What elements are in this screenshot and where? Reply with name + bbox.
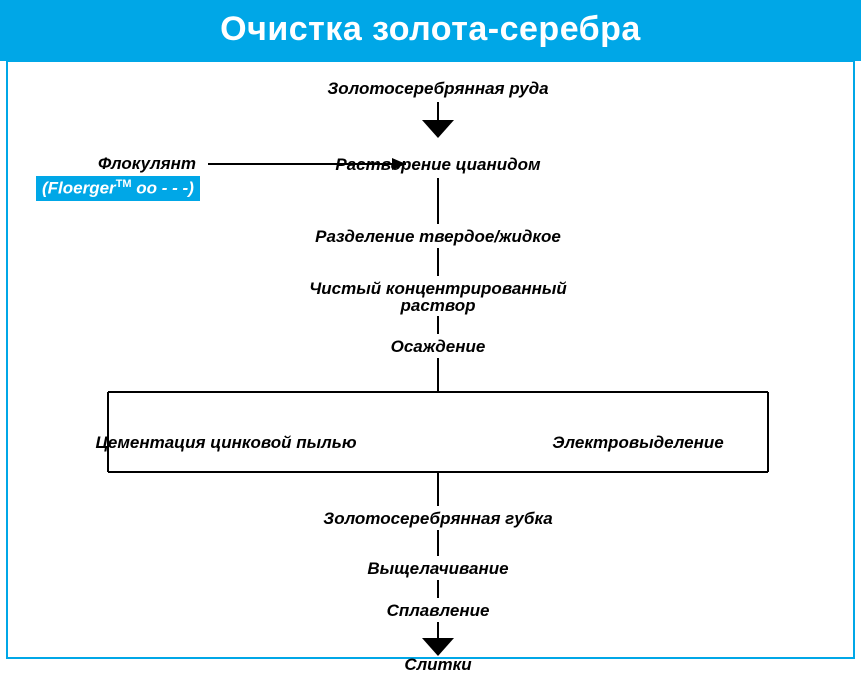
root: Очистка золота-серебра Золотосеребрянная…	[0, 0, 861, 665]
node-electro: Электровыделение	[552, 434, 723, 452]
node-solution-l2: раствор	[400, 297, 475, 315]
diagram-area: Золотосеребрянная руда Растворение циани…	[6, 60, 855, 659]
node-cement: Цементация цинковой пылью	[95, 434, 356, 452]
node-leach: Выщелачивание	[367, 560, 508, 578]
brand-post: оо - - -)	[132, 179, 194, 198]
brand-tm: TM	[116, 178, 132, 190]
node-ore: Золотосеребрянная руда	[327, 80, 548, 98]
flocculant-label: Флокулянт	[98, 154, 196, 174]
node-dissolve: Растворение цианидом	[335, 156, 540, 174]
node-precip: Осаждение	[391, 338, 486, 356]
page-title: Очистка золота-серебра	[0, 0, 861, 61]
node-separate: Разделение твердое/жидкое	[315, 228, 561, 246]
flocculant-brand: (FloergerTM оо - - -)	[36, 176, 200, 201]
node-sponge: Золотосеребрянная губка	[323, 510, 552, 528]
node-melt: Сплавление	[387, 602, 490, 620]
brand-pre: (Floerger	[42, 179, 116, 198]
